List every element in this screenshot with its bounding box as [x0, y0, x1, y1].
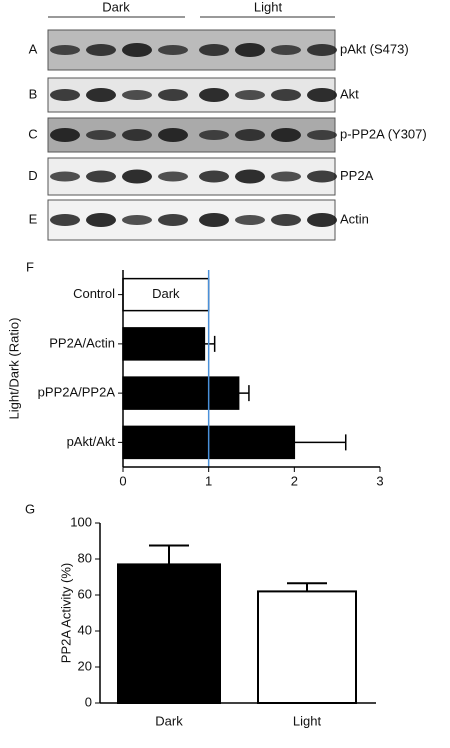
blot-band: [50, 89, 80, 101]
bar: [117, 563, 221, 705]
y-tick-label: 60: [78, 586, 92, 601]
blot-band: [199, 170, 229, 183]
panel-letter: A: [29, 41, 38, 56]
blot-band: [235, 43, 265, 57]
blot-band: [122, 129, 152, 141]
blot-label: Akt: [340, 86, 359, 101]
blot-band: [235, 129, 265, 141]
category-label: pAkt/Akt: [67, 434, 116, 449]
panel-letter: B: [29, 86, 38, 101]
blot-band: [158, 89, 188, 101]
blot-band: [271, 89, 301, 101]
panel-letter: D: [28, 168, 37, 183]
category-label: Control: [73, 286, 115, 301]
blot-band: [199, 130, 229, 140]
blot-band: [235, 215, 265, 225]
blot-band: [307, 88, 337, 102]
panel-letter: G: [25, 501, 35, 516]
x-tick-label: Light: [293, 713, 322, 728]
y-axis-label: Light/Dark (Ratio): [6, 318, 21, 420]
group-label: Light: [254, 0, 283, 14]
y-axis-label: PP2A Activity (%): [58, 563, 73, 663]
panel-letter: C: [28, 126, 37, 141]
bar: [122, 277, 210, 312]
blot-band: [86, 130, 116, 140]
y-tick-label: 80: [78, 550, 92, 565]
blot-band: [271, 128, 301, 142]
blot-band: [158, 214, 188, 226]
blot-band: [86, 213, 116, 227]
y-tick-label: 20: [78, 658, 92, 673]
blot-band: [271, 214, 301, 226]
blot-band: [122, 215, 152, 225]
blot-band: [307, 44, 337, 56]
bar: [122, 376, 240, 410]
blot-band: [122, 169, 152, 184]
blot-band: [199, 88, 229, 102]
blot-band: [235, 169, 265, 184]
blot-band: [158, 128, 188, 142]
category-label: PP2A/Actin: [49, 335, 115, 350]
annotation: Dark: [152, 286, 180, 301]
blot-label: PP2A: [340, 168, 374, 183]
category-label: pPP2A/PP2A: [38, 385, 116, 400]
blot-band: [271, 45, 301, 55]
blot-band: [307, 170, 337, 183]
blot-band: [307, 213, 337, 227]
x-tick-label: 0: [119, 473, 126, 488]
blot-band: [86, 44, 116, 56]
blot-band: [307, 130, 337, 140]
blot-label: pAkt (S473): [340, 41, 409, 56]
blot-band: [86, 170, 116, 183]
x-tick-label: Dark: [155, 713, 183, 728]
group-label: Dark: [102, 0, 130, 14]
blot-band: [122, 43, 152, 57]
blot-band: [158, 171, 188, 182]
x-tick-label: 2: [291, 473, 298, 488]
y-tick-label: 100: [70, 514, 92, 529]
blot-band: [50, 128, 80, 142]
blot-band: [199, 44, 229, 56]
y-tick-label: 0: [85, 694, 92, 709]
panel-letter: F: [26, 259, 34, 274]
bar: [257, 590, 357, 705]
blot-band: [86, 88, 116, 102]
x-tick-label: 1: [205, 473, 212, 488]
bar: [122, 327, 206, 361]
blot-band: [122, 90, 152, 100]
y-tick-label: 40: [78, 622, 92, 637]
blot-band: [235, 90, 265, 100]
blot-band: [50, 45, 80, 55]
blot-band: [50, 171, 80, 182]
x-tick-label: 3: [376, 473, 383, 488]
blot-label: Actin: [340, 211, 369, 226]
blot-band: [50, 214, 80, 226]
blot-band: [158, 45, 188, 55]
blot-label: p-PP2A (Y307): [340, 126, 427, 141]
blot-band: [271, 171, 301, 182]
panel-letter: E: [29, 211, 38, 226]
blot-band: [199, 213, 229, 227]
